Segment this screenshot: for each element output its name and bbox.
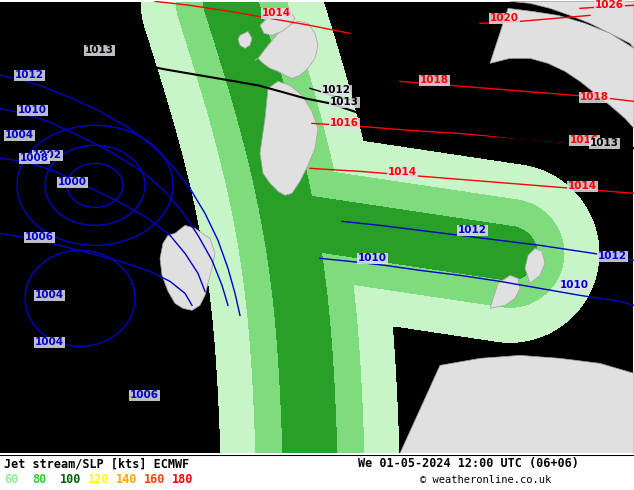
Text: 1012: 1012 (15, 71, 44, 80)
Text: 1014: 1014 (568, 181, 597, 192)
Text: 1012: 1012 (458, 225, 487, 235)
Text: 120: 120 (88, 473, 110, 487)
Text: Jet stream/SLP [kts] ECMWF: Jet stream/SLP [kts] ECMWF (4, 457, 190, 470)
Text: © weatheronline.co.uk: © weatheronline.co.uk (420, 475, 551, 485)
Text: 1012: 1012 (322, 85, 351, 96)
Text: 1018: 1018 (420, 75, 449, 85)
Polygon shape (260, 8, 295, 35)
Text: 140: 140 (116, 473, 138, 487)
Polygon shape (260, 81, 318, 196)
Text: 1010: 1010 (560, 280, 589, 291)
Text: 80: 80 (32, 473, 46, 487)
Text: 1026: 1026 (595, 0, 624, 10)
Text: 180: 180 (172, 473, 193, 487)
Text: 1012: 1012 (598, 251, 627, 261)
Text: 1013: 1013 (590, 138, 619, 148)
Text: 1013: 1013 (330, 98, 359, 107)
Text: 1006: 1006 (130, 391, 159, 400)
Text: 1000: 1000 (58, 177, 87, 187)
Text: 1020: 1020 (490, 13, 519, 24)
Text: 1016: 1016 (570, 135, 599, 146)
Text: 1014: 1014 (388, 168, 417, 177)
Text: 1014: 1014 (262, 8, 291, 18)
Polygon shape (490, 8, 634, 128)
Text: 160: 160 (144, 473, 165, 487)
Polygon shape (160, 225, 215, 310)
Text: 1018: 1018 (580, 92, 609, 102)
Text: 1002: 1002 (33, 150, 62, 160)
Text: 1004: 1004 (5, 130, 34, 140)
Text: 1008: 1008 (20, 153, 49, 163)
Text: 100: 100 (60, 473, 81, 487)
Text: 1013: 1013 (85, 46, 114, 55)
Polygon shape (238, 31, 252, 49)
Text: 1010: 1010 (358, 253, 387, 263)
Text: We 01-05-2024 12:00 UTC (06+06): We 01-05-2024 12:00 UTC (06+06) (358, 457, 579, 470)
Polygon shape (510, 1, 634, 49)
Polygon shape (490, 275, 520, 308)
Polygon shape (255, 22, 318, 78)
Text: 1016: 1016 (330, 119, 359, 128)
Text: 1010: 1010 (18, 105, 47, 115)
Polygon shape (400, 355, 634, 453)
Text: 60: 60 (4, 473, 18, 487)
Text: 1004: 1004 (35, 337, 64, 347)
Polygon shape (525, 248, 545, 283)
Text: 1004: 1004 (35, 291, 64, 300)
Text: 1006: 1006 (25, 232, 54, 243)
